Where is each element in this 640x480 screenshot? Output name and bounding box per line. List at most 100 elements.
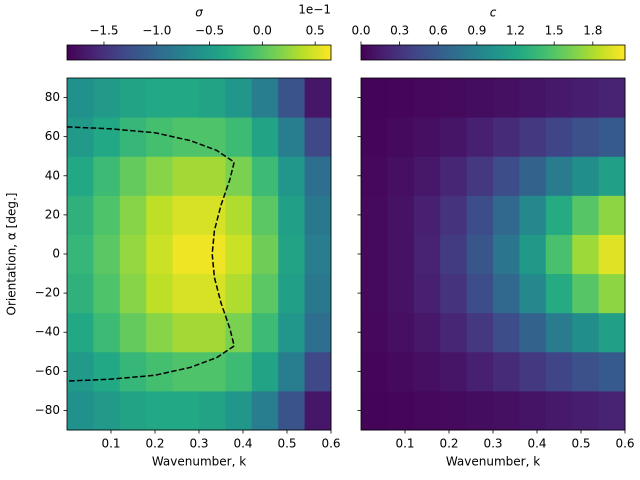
- heatmap-cell: [225, 78, 253, 118]
- heatmap-cell: [440, 273, 468, 314]
- heatmap-cell: [251, 234, 279, 275]
- heatmap-cell: [598, 195, 626, 235]
- y-tick-label: 80: [45, 90, 60, 104]
- heatmap-cell: [598, 312, 626, 353]
- heatmap-cell: [598, 117, 626, 157]
- heatmap-cell: [545, 234, 573, 275]
- heatmap-cell: [172, 117, 200, 157]
- heatmap-cell: [413, 273, 441, 314]
- heatmap-cell: [440, 78, 468, 118]
- heatmap-cell: [225, 390, 253, 431]
- heatmap-cell: [545, 273, 573, 314]
- heatmap-cell: [199, 312, 226, 353]
- y-tick-label: −20: [35, 286, 60, 300]
- heatmap-cell: [387, 78, 415, 118]
- heatmap-cell: [278, 390, 306, 431]
- heatmap-cell: [172, 351, 200, 392]
- heatmap-cell: [387, 351, 415, 392]
- heatmap-cell: [93, 351, 121, 392]
- heatmap-cell: [304, 312, 332, 353]
- x-tick-label: 0.6: [321, 437, 340, 451]
- heatmap-cell: [225, 351, 253, 392]
- heatmap-cell: [361, 312, 388, 353]
- heatmap-cell: [519, 156, 547, 196]
- x-tick-label: 0.4: [527, 437, 546, 451]
- heatmap-cell: [361, 390, 388, 431]
- heatmap-cell: [119, 273, 147, 314]
- heatmap-cell: [225, 234, 253, 275]
- heatmap-cell: [146, 234, 174, 275]
- heatmap-cell: [93, 78, 121, 118]
- colorbar-tick-label: 0.0: [253, 24, 272, 38]
- heatmap-cell: [572, 273, 600, 314]
- heatmap-cell: [304, 273, 332, 314]
- heatmap-cell: [93, 312, 121, 353]
- heatmap-cell: [387, 390, 415, 431]
- heatmap-cell: [413, 390, 441, 431]
- heatmap-cell: [545, 351, 573, 392]
- heatmap-cell: [572, 390, 600, 431]
- heatmap-cell: [572, 351, 600, 392]
- heatmap-cell: [545, 312, 573, 353]
- x-tick-label: 0.1: [101, 437, 120, 451]
- colorbar-label: σ: [195, 6, 203, 20]
- heatmap-cell: [440, 312, 468, 353]
- heatmap-cell: [304, 78, 332, 118]
- heatmap-cell: [67, 273, 94, 314]
- heatmap-cell: [361, 234, 388, 275]
- y-axis-label: Orientation, α [deg.]: [5, 193, 19, 316]
- colorbar-tick-label: 0.5: [306, 24, 325, 38]
- heatmap-cell: [545, 195, 573, 235]
- heatmap-cell: [304, 234, 332, 275]
- x-axis-label: Wavenumber, k: [152, 455, 246, 469]
- x-tick-label: 0.5: [571, 437, 590, 451]
- heatmap-cell: [440, 351, 468, 392]
- colorbar-tick-label: −1.5: [89, 24, 118, 38]
- heatmap-cell: [466, 273, 494, 314]
- x-tick-label: 0.6: [615, 437, 634, 451]
- heatmap-cell: [598, 351, 626, 392]
- heatmap-cell: [278, 156, 306, 196]
- heatmap-cell: [361, 117, 388, 157]
- heatmap-cell: [119, 78, 147, 118]
- heatmap-cell: [493, 351, 520, 392]
- heatmap-cell: [172, 195, 200, 235]
- heatmap-cell: [93, 390, 121, 431]
- colorbar-tick-label: 0.6: [429, 24, 448, 38]
- heatmap-cell: [387, 273, 415, 314]
- colorbar-tick-label: 1.8: [583, 24, 602, 38]
- heatmap-cell: [251, 390, 279, 431]
- heatmap-cell: [440, 390, 468, 431]
- heatmap-cell: [304, 351, 332, 392]
- heatmap-cell: [251, 351, 279, 392]
- x-tick-label: 0.1: [395, 437, 414, 451]
- heatmap-cell: [146, 117, 174, 157]
- heatmap-cell: [361, 78, 388, 118]
- heatmap-cell: [93, 273, 121, 314]
- x-axis-label: Wavenumber, k: [446, 455, 540, 469]
- heatmap-cell: [413, 117, 441, 157]
- x-tick-label: 0.2: [145, 437, 164, 451]
- heatmap-cell: [361, 195, 388, 235]
- heatmap-cell: [413, 312, 441, 353]
- heatmap-cell: [519, 234, 547, 275]
- heatmap-cell: [304, 390, 332, 431]
- heatmap-cell: [93, 117, 121, 157]
- heatmap-cell: [572, 156, 600, 196]
- heatmap-cell: [519, 390, 547, 431]
- heatmap-cell: [440, 156, 468, 196]
- heatmap-cell: [172, 156, 200, 196]
- colorbar-tick-label: 1.5: [545, 24, 564, 38]
- colorbar-tick-label: 0.9: [467, 24, 486, 38]
- heatmap-cell: [466, 117, 494, 157]
- heatmap-cell: [251, 156, 279, 196]
- heatmap-cell: [572, 312, 600, 353]
- heatmap-cell: [251, 273, 279, 314]
- heatmap-cell: [251, 117, 279, 157]
- heatmap-cell: [413, 234, 441, 275]
- heatmap-cell: [413, 195, 441, 235]
- heatmap-cell: [545, 156, 573, 196]
- heatmap-cell: [598, 234, 626, 275]
- heatmap-cell: [519, 117, 547, 157]
- heatmap-cell: [304, 156, 332, 196]
